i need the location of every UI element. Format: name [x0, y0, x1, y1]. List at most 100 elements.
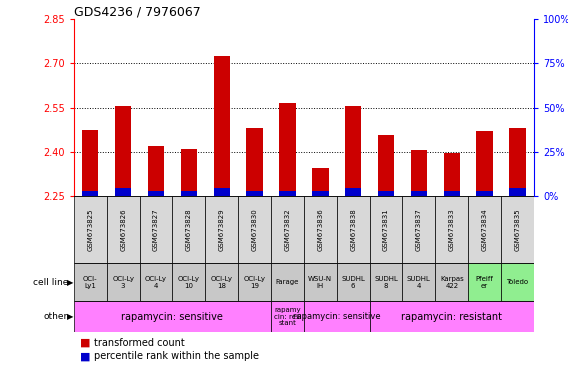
Bar — [477, 131, 493, 196]
Bar — [435, 263, 468, 301]
Text: GSM673836: GSM673836 — [318, 208, 323, 251]
Text: ▶: ▶ — [67, 278, 73, 287]
Bar — [148, 191, 164, 196]
Bar — [107, 196, 140, 263]
Bar — [115, 106, 131, 196]
Text: Pfeiff
er: Pfeiff er — [475, 276, 494, 289]
Bar — [173, 196, 205, 263]
Bar — [214, 56, 230, 196]
Text: SUDHL
6: SUDHL 6 — [341, 276, 365, 289]
Bar — [312, 168, 328, 196]
Text: rapamycin: sensitive: rapamycin: sensitive — [122, 312, 223, 322]
Bar — [509, 189, 526, 196]
Text: WSU-N
IH: WSU-N IH — [308, 276, 332, 289]
Bar — [468, 263, 501, 301]
Bar — [279, 191, 296, 196]
Bar — [444, 191, 460, 196]
Text: SUDHL
4: SUDHL 4 — [407, 276, 431, 289]
Text: percentile rank within the sample: percentile rank within the sample — [94, 351, 258, 361]
Bar — [304, 301, 370, 332]
Bar — [411, 150, 427, 196]
Bar — [444, 153, 460, 196]
Bar — [403, 263, 435, 301]
Bar — [115, 189, 131, 196]
Text: GSM673828: GSM673828 — [186, 208, 192, 251]
Bar — [378, 136, 394, 196]
Text: GSM673833: GSM673833 — [449, 208, 455, 251]
Text: GSM673838: GSM673838 — [350, 208, 356, 251]
Bar — [378, 191, 394, 196]
Text: OCI-Ly
19: OCI-Ly 19 — [244, 276, 266, 289]
Bar — [337, 196, 370, 263]
Text: GSM673830: GSM673830 — [252, 208, 257, 251]
Text: GSM673834: GSM673834 — [482, 208, 487, 251]
Bar — [411, 191, 427, 196]
Text: GSM673837: GSM673837 — [416, 208, 422, 251]
Bar — [247, 128, 263, 196]
Text: ■: ■ — [80, 338, 90, 348]
Bar — [501, 263, 534, 301]
Text: rapamy
cin: resi
stant: rapamy cin: resi stant — [274, 307, 301, 326]
Bar — [279, 103, 296, 196]
Bar — [468, 196, 501, 263]
Bar — [205, 196, 238, 263]
Bar — [74, 263, 107, 301]
Bar — [214, 189, 230, 196]
Text: OCI-
Ly1: OCI- Ly1 — [83, 276, 98, 289]
Bar — [312, 191, 328, 196]
Bar — [107, 263, 140, 301]
Bar — [247, 191, 263, 196]
Text: GDS4236 / 7976067: GDS4236 / 7976067 — [74, 5, 201, 18]
Text: OCI-Ly
10: OCI-Ly 10 — [178, 276, 200, 289]
Text: GSM673825: GSM673825 — [87, 208, 93, 251]
Bar — [370, 263, 403, 301]
Bar — [181, 149, 197, 196]
Text: other: other — [44, 312, 68, 321]
Bar — [74, 196, 107, 263]
Text: transformed count: transformed count — [94, 338, 185, 348]
Bar — [271, 301, 304, 332]
Text: OCI-Ly
18: OCI-Ly 18 — [211, 276, 233, 289]
Text: GSM673829: GSM673829 — [219, 208, 225, 251]
Text: OCI-Ly
4: OCI-Ly 4 — [145, 276, 167, 289]
Bar — [140, 263, 173, 301]
Bar — [477, 191, 493, 196]
Bar — [501, 196, 534, 263]
Text: SUDHL
8: SUDHL 8 — [374, 276, 398, 289]
Text: GSM673835: GSM673835 — [515, 208, 520, 251]
Text: cell line: cell line — [33, 278, 68, 287]
Text: OCI-Ly
3: OCI-Ly 3 — [112, 276, 134, 289]
Bar — [435, 196, 468, 263]
Bar — [82, 129, 98, 196]
Text: Farage: Farage — [275, 279, 299, 285]
Bar — [345, 106, 361, 196]
Text: ■: ■ — [80, 351, 90, 361]
Bar — [74, 301, 271, 332]
Bar — [173, 263, 205, 301]
Text: rapamycin: sensitive: rapamycin: sensitive — [293, 312, 381, 321]
Text: GSM673832: GSM673832 — [285, 208, 290, 251]
Bar — [345, 189, 361, 196]
Bar — [205, 263, 238, 301]
Bar — [304, 263, 337, 301]
Bar — [271, 196, 304, 263]
Bar — [181, 191, 197, 196]
Bar — [304, 196, 337, 263]
Bar — [271, 263, 304, 301]
Bar — [337, 263, 370, 301]
Text: Toledo: Toledo — [507, 279, 529, 285]
Text: GSM673826: GSM673826 — [120, 208, 126, 251]
Bar — [370, 196, 403, 263]
Bar — [148, 146, 164, 196]
Text: GSM673831: GSM673831 — [383, 208, 389, 251]
Text: Karpas
422: Karpas 422 — [440, 276, 463, 289]
Text: ▶: ▶ — [67, 312, 73, 321]
Bar — [509, 128, 526, 196]
Bar — [82, 191, 98, 196]
Bar — [140, 196, 173, 263]
Bar — [238, 196, 271, 263]
Text: GSM673827: GSM673827 — [153, 208, 159, 251]
Bar — [370, 301, 534, 332]
Bar — [403, 196, 435, 263]
Bar — [238, 263, 271, 301]
